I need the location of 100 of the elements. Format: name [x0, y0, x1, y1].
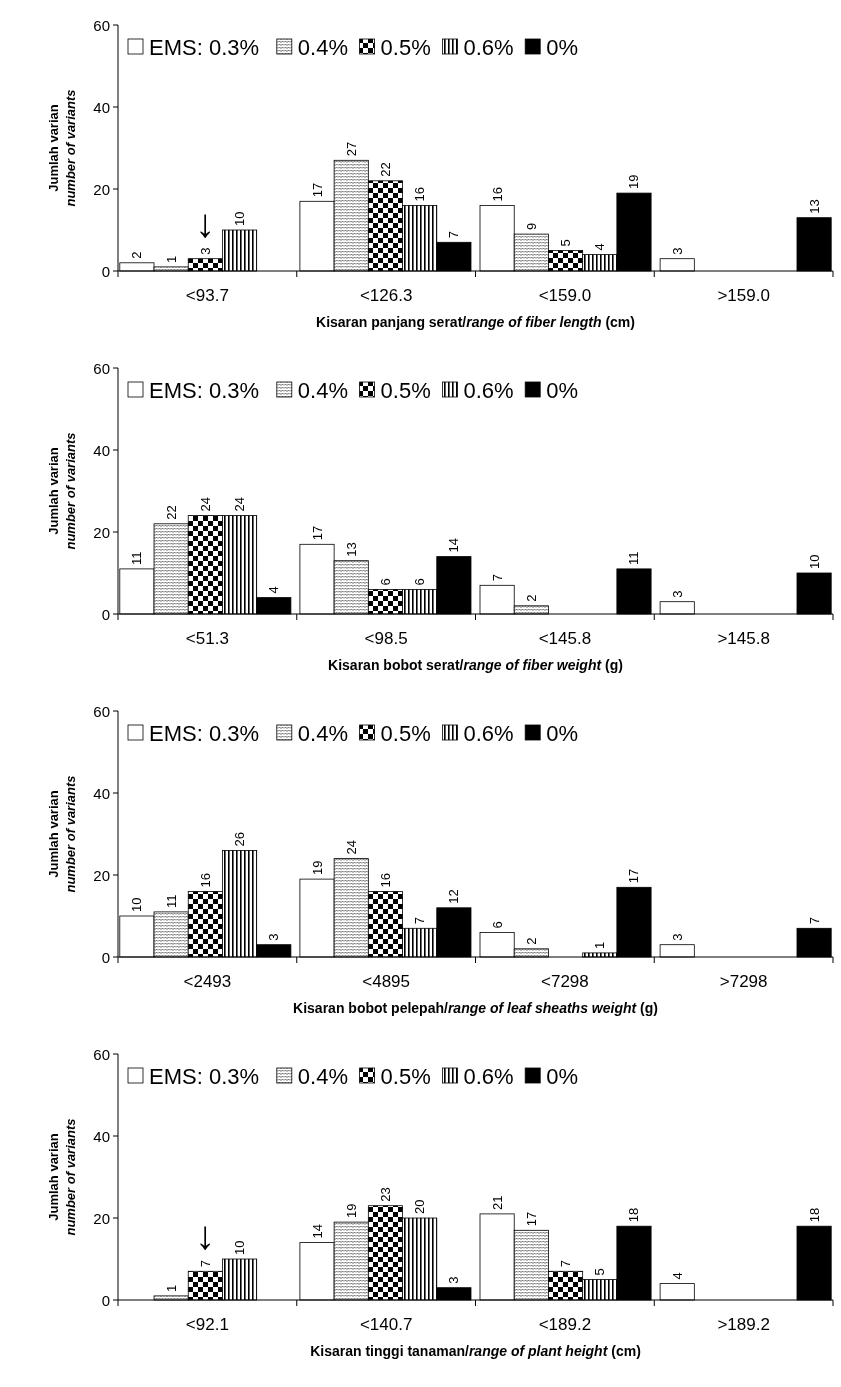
data-label: 14: [309, 1224, 325, 1239]
data-label: 19: [343, 1203, 359, 1219]
y-tick-label: 20: [93, 866, 110, 884]
data-label: 17: [626, 868, 642, 884]
data-label: 6: [489, 921, 505, 929]
data-label: 3: [669, 247, 685, 255]
data-label: 14: [446, 538, 462, 553]
y-tick-label: 60: [93, 16, 110, 34]
data-label: 4: [266, 586, 282, 594]
data-label: 16: [489, 186, 505, 202]
data-label: 5: [592, 1268, 608, 1276]
data-label: 21: [489, 1195, 505, 1210]
y-tick-label: 60: [93, 359, 110, 377]
x-tick-label: >159.0: [717, 286, 770, 305]
legend-label: 0.6%: [463, 720, 514, 746]
data-label: 22: [377, 162, 393, 177]
legend-label: 0.5%: [380, 34, 431, 60]
x-tick-label: <126.3: [359, 286, 413, 305]
annotation: ↓: [195, 200, 216, 245]
legend-label: 0.4%: [297, 1063, 348, 1089]
y-axis-title: Jumlah varian number of variants: [46, 89, 78, 207]
data-label: 26: [232, 831, 248, 847]
x-tick-label: <92.1: [185, 1315, 229, 1334]
data-label: 17: [309, 182, 325, 198]
y-tick-label: 0: [101, 948, 110, 966]
data-label: 10: [232, 1240, 248, 1255]
data-label: 27: [343, 141, 359, 157]
x-tick-label: >189.2: [717, 1315, 770, 1334]
legend-label: 0.6%: [463, 34, 514, 60]
data-label: 11: [129, 551, 145, 565]
legend-label: EMS: 0.3%: [149, 720, 260, 746]
legend-label: EMS: 0.3%: [149, 377, 260, 403]
data-label: 17: [309, 525, 325, 541]
data-label: 19: [626, 174, 642, 190]
x-tick-label: >145.8: [717, 629, 770, 648]
data-label: 4: [669, 1272, 685, 1280]
data-label: 23: [377, 1187, 393, 1202]
data-label: 16: [197, 872, 213, 888]
data-label: 3: [669, 590, 685, 598]
data-label: 10: [129, 897, 145, 912]
y-axis-title: Jumlah varian number of variants: [46, 775, 78, 893]
y-tick-label: 40: [93, 441, 110, 459]
data-label: 7: [806, 917, 822, 925]
legend-label: 0%: [546, 377, 578, 403]
data-label: 12: [446, 889, 462, 904]
data-label: 7: [489, 574, 505, 582]
y-tick-label: 40: [93, 784, 110, 802]
data-label: 19: [309, 860, 325, 876]
legend-label: 0.4%: [297, 720, 348, 746]
data-label: 5: [558, 239, 574, 247]
data-label: 4: [592, 243, 608, 251]
y-tick-label: 0: [101, 262, 110, 280]
data-label: 16: [377, 872, 393, 888]
y-tick-label: 60: [93, 1045, 110, 1063]
legend-label: EMS: 0.3%: [149, 1063, 260, 1089]
legend-label: 0.5%: [380, 377, 431, 403]
x-tick-label: <51.3: [185, 629, 229, 648]
legend-label: 0.6%: [463, 377, 514, 403]
y-tick-label: 60: [93, 702, 110, 720]
data-label: 1: [163, 255, 179, 263]
data-label: 7: [558, 1260, 574, 1268]
legend-label: 0%: [546, 720, 578, 746]
data-label: 24: [343, 840, 359, 855]
data-label: 6: [412, 578, 428, 586]
data-label: 18: [626, 1207, 642, 1223]
y-axis-title: Jumlah varian number of variants: [46, 1118, 78, 1236]
x-tick-label: >7298: [719, 972, 768, 991]
data-label: 24: [197, 497, 213, 512]
legend-label: 0.4%: [297, 34, 348, 60]
x-tick-label: <159.0: [538, 286, 592, 305]
data-label: 17: [523, 1211, 539, 1227]
data-label: 24: [232, 497, 248, 512]
x-tick-label: <93.7: [185, 286, 229, 305]
legend-label: EMS: 0.3%: [149, 34, 260, 60]
data-label: 11: [626, 551, 642, 565]
data-label: 2: [129, 251, 145, 259]
y-tick-label: 0: [101, 1291, 110, 1309]
y-tick-label: 20: [93, 523, 110, 541]
data-label: 6: [377, 578, 393, 586]
data-label: 7: [197, 1260, 213, 1268]
data-label: 1: [163, 1284, 179, 1292]
x-axis-title: Kisaran panjang serat/range of fiber length (cm): [316, 314, 635, 330]
x-tick-label: <98.5: [364, 629, 408, 648]
data-label: 11: [163, 894, 179, 908]
x-axis-title: Kisaran tinggi tanaman/range of plant height (cm): [310, 1343, 641, 1359]
y-tick-label: 20: [93, 180, 110, 198]
legend-label: 0.6%: [463, 1063, 514, 1089]
y-tick-label: 20: [93, 1209, 110, 1227]
data-label: 13: [343, 542, 359, 557]
y-tick-label: 40: [93, 98, 110, 116]
legend-label: 0%: [546, 34, 578, 60]
x-tick-label: <189.2: [538, 1315, 592, 1334]
data-label: 7: [412, 917, 428, 925]
data-label: 16: [412, 186, 428, 202]
data-label: 3: [669, 933, 685, 941]
legend-label: 0.5%: [380, 1063, 431, 1089]
data-label: 9: [523, 222, 539, 231]
x-axis-title: Kisaran bobot pelepah/range of leaf sheaths weight (g): [293, 1000, 658, 1016]
x-tick-label: <2493: [183, 972, 232, 991]
data-label: 3: [197, 247, 213, 255]
